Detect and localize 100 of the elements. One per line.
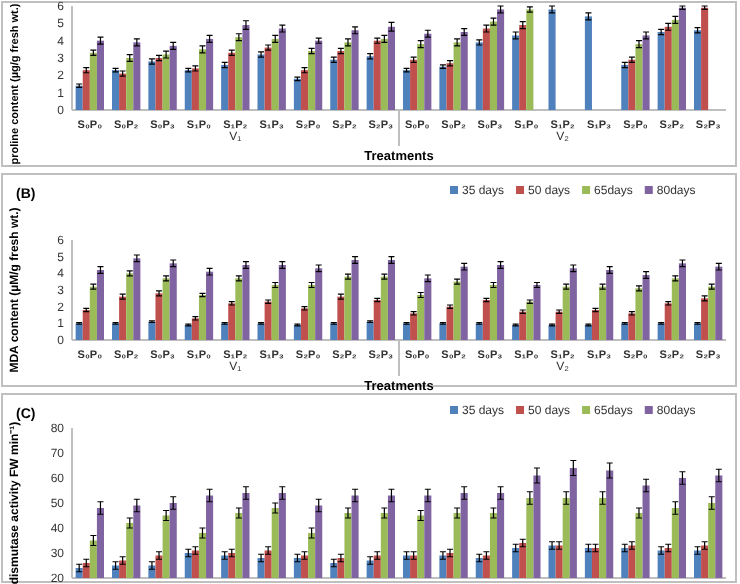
bar [82,70,90,110]
bar [497,9,505,110]
bar [133,42,141,110]
bar [315,268,323,340]
bar [621,323,629,340]
bar [424,33,432,110]
bar [562,286,570,340]
bar [497,265,505,340]
bar [278,28,286,110]
bar [184,325,192,340]
bar [221,323,229,340]
bar [489,21,498,110]
bar [191,68,199,110]
bar [278,265,286,340]
bar [403,323,411,340]
bar [82,310,90,340]
bar [271,285,279,340]
bar [351,30,359,110]
bar [293,78,301,110]
bar [257,54,265,110]
bar [169,263,177,340]
bar [569,268,577,340]
bar [112,70,120,110]
bar [126,273,134,340]
bar [184,70,192,110]
bar [519,25,527,110]
bar [678,7,686,110]
bar [628,313,636,340]
bar [482,28,490,110]
bar [533,285,541,340]
bar [96,270,105,340]
bar [126,58,134,110]
bar [642,275,650,340]
bar [519,311,527,340]
bar [242,265,250,340]
bar [75,85,83,110]
bar [584,325,592,340]
bar [308,285,316,340]
bar [453,42,461,110]
bar [555,311,563,340]
bar [380,38,388,110]
bar [191,318,199,340]
bar [264,47,272,110]
bar [228,303,236,340]
bar [671,19,679,110]
bar [344,276,352,340]
bar [221,64,229,110]
bar [606,270,614,340]
bar [373,300,381,340]
bar [526,301,534,340]
bar [599,286,607,340]
bar [548,9,556,110]
bar [162,54,170,110]
bar [119,296,127,340]
bar [439,66,447,110]
bar [664,303,672,340]
bar [584,16,592,110]
bar [96,40,105,110]
bar [351,260,359,340]
bar [475,323,483,340]
bar [242,25,250,110]
bar [300,308,309,340]
bar [512,35,520,110]
bar [410,313,418,340]
bar [133,258,141,340]
bar [148,61,156,110]
bar [642,35,650,110]
bar [439,323,447,340]
bar [380,276,388,340]
bar [460,32,468,110]
bar [671,278,679,340]
bar [403,70,411,110]
bar [198,49,207,110]
bar [337,296,345,340]
bar [701,7,709,110]
bar [162,278,170,340]
bar [235,278,243,340]
bar [512,325,520,340]
bar [366,321,374,340]
bar [337,51,345,110]
bar [344,42,352,110]
bar [235,37,243,110]
bar [366,56,374,110]
bar [678,263,686,340]
bar [410,59,418,110]
bar [198,295,207,340]
bar [621,64,629,110]
bar [693,30,702,110]
bar [264,301,272,340]
bar [657,32,665,110]
bar [89,52,97,110]
bar [446,306,454,340]
bar [293,325,301,340]
bar [635,288,643,340]
bar [155,293,163,340]
bar [155,58,163,110]
bar [271,38,279,110]
bar [708,286,716,340]
bar [119,73,127,110]
bar [628,59,636,110]
